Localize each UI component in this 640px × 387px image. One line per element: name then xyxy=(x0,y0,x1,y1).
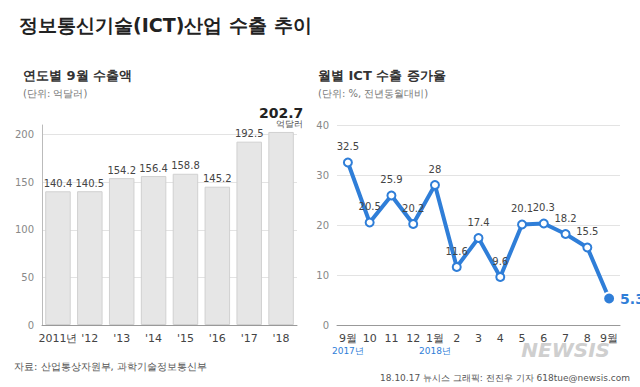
svg-text:'13: '13 xyxy=(113,332,130,345)
svg-text:11.6: 11.6 xyxy=(446,246,468,257)
svg-text:20: 20 xyxy=(316,220,329,231)
svg-text:2017년: 2017년 xyxy=(332,346,364,356)
svg-text:28: 28 xyxy=(429,164,442,175)
svg-text:30: 30 xyxy=(316,170,329,181)
svg-text:140.4: 140.4 xyxy=(44,178,73,189)
svg-text:4: 4 xyxy=(497,332,504,345)
svg-text:40: 40 xyxy=(316,120,329,131)
svg-text:월별 ICT 수출 증가율: 월별 ICT 수출 증가율 xyxy=(318,68,446,83)
svg-text:'12: '12 xyxy=(81,332,98,345)
svg-text:0: 0 xyxy=(323,320,329,331)
svg-text:정보통신기술(ICT)산업 수출 추이: 정보통신기술(ICT)산업 수출 추이 xyxy=(19,14,312,36)
svg-text:2018년: 2018년 xyxy=(419,346,451,356)
svg-text:'17: '17 xyxy=(241,332,258,345)
svg-text:7: 7 xyxy=(562,332,569,345)
svg-text:17.4: 17.4 xyxy=(467,217,489,228)
svg-text:'14: '14 xyxy=(145,332,162,345)
svg-text:8: 8 xyxy=(584,332,591,345)
svg-text:9월: 9월 xyxy=(600,332,618,345)
svg-text:9월: 9월 xyxy=(339,332,357,345)
svg-text:150: 150 xyxy=(15,177,34,188)
svg-text:'18: '18 xyxy=(273,332,290,345)
svg-text:NEWSIS: NEWSIS xyxy=(521,338,610,362)
svg-text:0: 0 xyxy=(28,320,34,331)
svg-text:2011년: 2011년 xyxy=(38,332,77,345)
svg-text:'16: '16 xyxy=(209,332,226,345)
svg-text:1월: 1월 xyxy=(426,332,444,345)
svg-text:202.7: 202.7 xyxy=(258,105,304,121)
svg-text:100: 100 xyxy=(15,224,34,235)
svg-text:200: 200 xyxy=(15,129,34,140)
svg-text:12: 12 xyxy=(406,332,420,345)
svg-text:18.10.17 뉴시스 그래픽: 전진우 기자 618tu: 18.10.17 뉴시스 그래픽: 전진우 기자 618tue@newsis.c… xyxy=(380,373,630,383)
svg-text:억달러: 억달러 xyxy=(276,119,303,129)
svg-text:158.8: 158.8 xyxy=(171,160,200,171)
svg-text:(단위: 억달러): (단위: 억달러) xyxy=(23,88,87,99)
svg-text:20.5: 20.5 xyxy=(359,201,381,212)
svg-text:'15: '15 xyxy=(177,332,194,345)
svg-text:156.4: 156.4 xyxy=(139,163,168,174)
svg-text:20.2: 20.2 xyxy=(402,203,424,214)
svg-text:192.5: 192.5 xyxy=(235,128,264,139)
svg-text:140.5: 140.5 xyxy=(75,178,104,189)
svg-text:50: 50 xyxy=(21,272,34,283)
svg-text:(단위: %, 전년동월대비): (단위: %, 전년동월대비) xyxy=(318,88,428,99)
svg-text:145.2: 145.2 xyxy=(203,173,232,184)
svg-text:9.6: 9.6 xyxy=(492,256,508,267)
svg-text:18.2: 18.2 xyxy=(554,213,576,224)
svg-text:25.9: 25.9 xyxy=(380,174,402,185)
svg-text:20.1: 20.1 xyxy=(511,203,533,214)
svg-text:154.2: 154.2 xyxy=(107,165,136,176)
svg-text:3: 3 xyxy=(475,332,482,345)
svg-text:32.5: 32.5 xyxy=(337,141,359,152)
svg-text:11: 11 xyxy=(384,332,398,345)
svg-text:10: 10 xyxy=(316,270,329,281)
svg-text:연도별 9월 수출액: 연도별 9월 수출액 xyxy=(23,68,132,83)
svg-text:자료: 산업통상자원부, 과학기술정보통신부: 자료: 산업통상자원부, 과학기술정보통신부 xyxy=(14,361,207,372)
svg-text:15.5: 15.5 xyxy=(576,226,598,237)
svg-text:10: 10 xyxy=(363,332,377,345)
svg-text:5.3%: 5.3% xyxy=(620,291,640,307)
svg-text:2: 2 xyxy=(453,332,460,345)
svg-text:5: 5 xyxy=(519,332,526,345)
svg-text:20.3: 20.3 xyxy=(533,202,555,213)
svg-text:6: 6 xyxy=(540,332,547,345)
